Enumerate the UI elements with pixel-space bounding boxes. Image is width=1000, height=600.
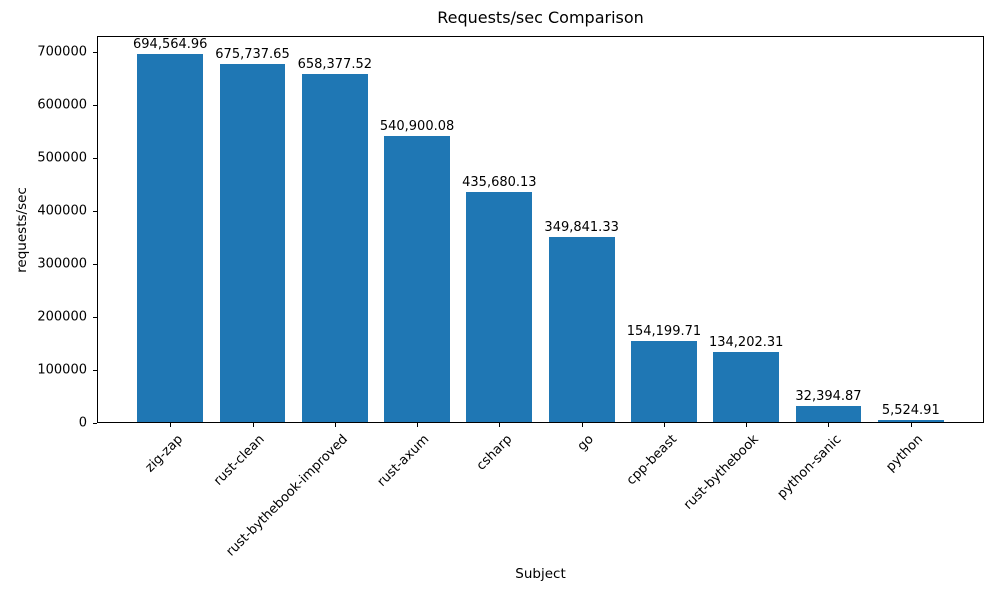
y-tick-label: 400000 <box>37 203 87 219</box>
bar-rust-bythebook <box>713 351 780 422</box>
x-tick-label-rust-axum: rust-axum <box>374 432 433 490</box>
x-axis-tick <box>334 423 336 427</box>
bar-value-label: 154,199.71 <box>626 324 702 340</box>
y-axis-tick <box>93 263 97 265</box>
y-axis-tick <box>93 51 97 53</box>
y-axis-tick <box>93 316 97 318</box>
y-tick-label: 0 <box>78 415 87 431</box>
y-tick-label: 500000 <box>37 150 87 166</box>
bar-python-sanic <box>795 405 862 422</box>
bar-zig-zap <box>137 54 204 422</box>
bar-value-label: 658,377.52 <box>297 56 372 72</box>
x-tick-label-python: python <box>883 432 927 475</box>
x-tick-label-rust-clean: rust-clean <box>211 432 269 489</box>
chart-title: Requests/sec Comparison <box>437 8 644 27</box>
y-axis-tick <box>93 104 97 106</box>
x-axis-tick <box>417 423 419 427</box>
x-axis-tick <box>663 423 665 427</box>
bar-python <box>877 420 944 422</box>
bar-rust-bythebook-improved <box>301 73 368 422</box>
bar-value-label: 435,680.13 <box>462 174 537 190</box>
x-tick-label-csharp: csharp <box>473 432 515 474</box>
bar-cpp-beast <box>631 341 697 422</box>
y-axis-tick <box>93 423 97 424</box>
y-axis-tick <box>93 369 97 371</box>
x-tick-label-go: go <box>575 432 598 455</box>
x-axis-tick <box>499 423 501 427</box>
y-axis-tick <box>93 210 97 212</box>
y-tick-label: 600000 <box>37 97 87 113</box>
bar-value-label: 675,737.65 <box>215 47 290 63</box>
bar-value-label: 349,841.33 <box>544 220 619 236</box>
x-tick-label-rust-bythebook: rust-bythebook <box>681 432 762 513</box>
x-axis-tick <box>252 423 254 427</box>
x-tick-label-python-sanic: python-sanic <box>774 432 845 502</box>
x-axis-tick <box>910 423 912 427</box>
bar-rust-clean <box>219 64 286 422</box>
y-tick-label: 100000 <box>37 362 87 378</box>
bar-csharp <box>466 191 533 422</box>
bar-value-label: 32,394.87 <box>795 388 862 404</box>
bar-value-label: 540,900.08 <box>379 118 455 134</box>
y-tick-label: 200000 <box>37 309 87 325</box>
y-tick-label: 300000 <box>37 256 87 272</box>
bar-go <box>548 237 615 422</box>
x-tick-label-zig-zap: zig-zap <box>142 432 186 476</box>
bar-rust-axum <box>384 135 450 422</box>
y-tick-label: 700000 <box>37 44 87 60</box>
bar-value-label: 5,524.91 <box>881 403 940 419</box>
bar-value-label: 694,564.96 <box>133 37 208 53</box>
x-axis-tick <box>746 423 748 427</box>
x-tick-label-cpp-beast: cpp-beast <box>623 432 680 489</box>
y-axis-tick <box>93 157 97 159</box>
x-axis-tick <box>581 423 583 427</box>
x-axis-tick <box>828 423 830 427</box>
x-axis-label: Subject <box>515 566 566 582</box>
x-axis-tick <box>170 423 172 427</box>
bar-value-label: 134,202.31 <box>708 334 784 350</box>
